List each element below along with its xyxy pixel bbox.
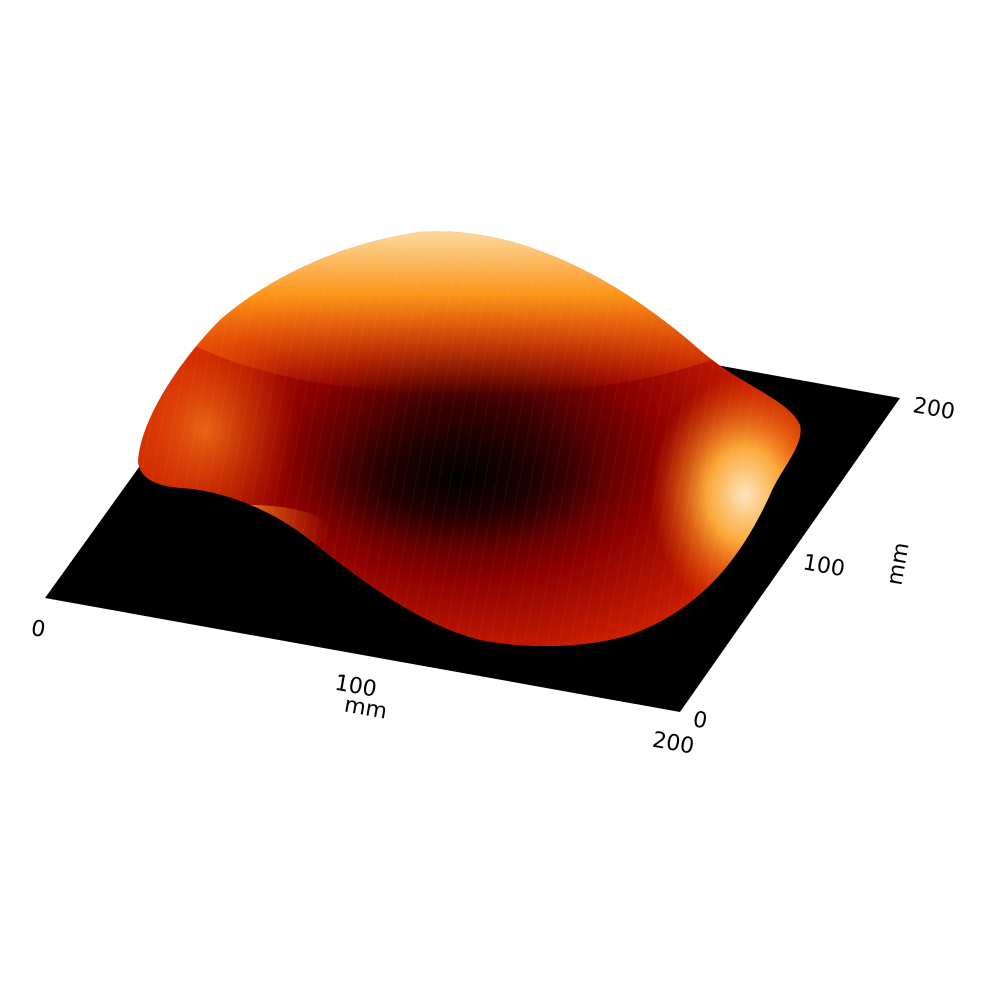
y-tick-label: 0 xyxy=(691,707,709,734)
y-axis-label: mm xyxy=(883,541,915,588)
mesh-line xyxy=(440,231,522,647)
y-tick-label: 100 xyxy=(801,550,847,582)
surface-minimum-shadow xyxy=(310,410,610,550)
y-tick-label: 200 xyxy=(911,393,957,425)
mesh-line xyxy=(521,231,602,647)
x-axis-label: mm xyxy=(342,693,389,725)
mesh-line xyxy=(406,231,487,647)
mesh-line xyxy=(463,231,545,647)
mesh-line xyxy=(371,231,453,647)
mesh-line xyxy=(360,231,441,647)
x-tick-label: 200 xyxy=(650,728,696,760)
mesh-line xyxy=(498,231,579,647)
mesh-line xyxy=(383,231,464,647)
mesh-line xyxy=(544,231,625,647)
surface-ridge-highlight xyxy=(140,231,800,395)
mesh-line xyxy=(475,231,556,647)
x-tick-label: 0 xyxy=(29,616,47,643)
mesh-line xyxy=(452,231,533,647)
mesh-line xyxy=(417,231,499,647)
mesh-line xyxy=(486,231,568,647)
mesh-line xyxy=(532,231,614,647)
mesh-line xyxy=(429,231,510,647)
mesh-line xyxy=(394,231,476,647)
mesh-line xyxy=(509,231,591,647)
mesh-line xyxy=(555,231,637,647)
